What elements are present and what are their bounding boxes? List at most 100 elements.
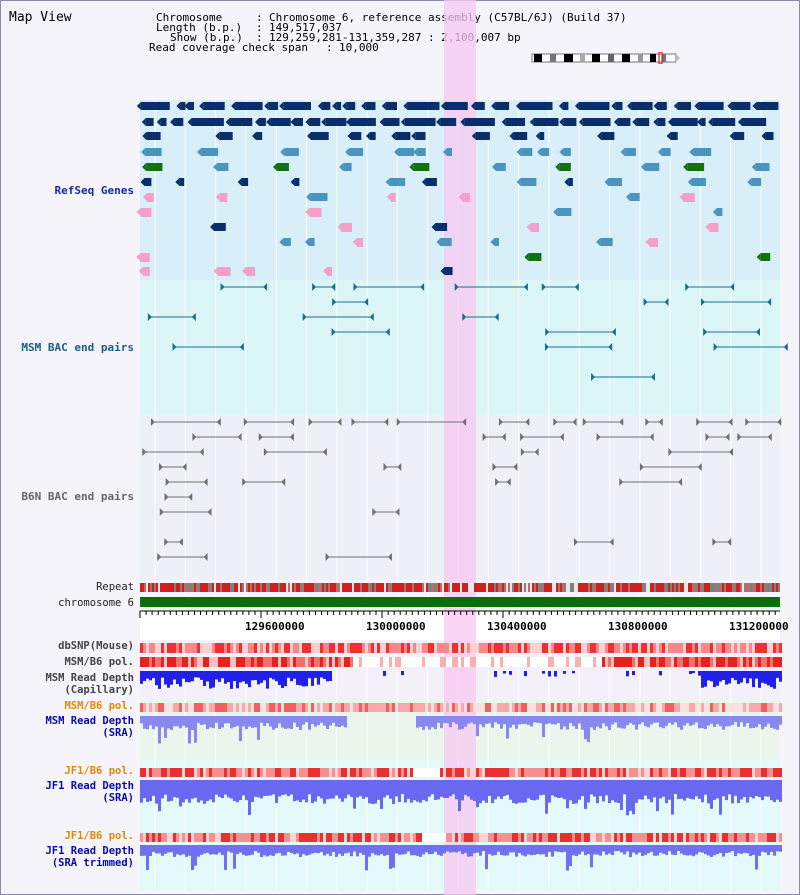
msm-pol2-cell bbox=[143, 703, 146, 712]
msm-sra-depth-bar bbox=[449, 716, 452, 728]
jf1-sra-depth-bar bbox=[461, 780, 464, 801]
msm-cap-depth-bar bbox=[167, 671, 170, 688]
jf1-pol2-cell bbox=[161, 833, 164, 842]
jf1-pol-cell bbox=[773, 768, 776, 777]
msm-pol-cell bbox=[167, 657, 170, 667]
repeat-segment bbox=[376, 583, 378, 592]
jf1-sra-depth-bar bbox=[551, 780, 554, 796]
jf1-pol-cell bbox=[215, 768, 218, 777]
msm-cap-depth-bar bbox=[320, 671, 323, 678]
jf1-pol-cell bbox=[623, 768, 626, 777]
msm-pol2-cell bbox=[266, 703, 269, 712]
bac-end bbox=[199, 448, 204, 456]
repeat-segment bbox=[702, 583, 704, 592]
jf1-pol-cell bbox=[320, 768, 323, 777]
jf1-trim-depth-bar bbox=[398, 845, 401, 855]
jf1-pol2-cell bbox=[296, 833, 299, 842]
msm-pol-cell bbox=[761, 657, 764, 667]
repeat-segment bbox=[184, 583, 186, 592]
jf1-pol-cell bbox=[698, 768, 701, 777]
repeat-segment bbox=[540, 583, 542, 592]
bac-end bbox=[525, 418, 530, 426]
chromosome-ideogram[interactable] bbox=[528, 52, 680, 64]
show-sep: : bbox=[256, 31, 263, 44]
jf1-sra-depth-bar bbox=[260, 780, 263, 799]
jf1-sra-depth-bar bbox=[641, 780, 644, 800]
dbsnp-cell bbox=[164, 643, 167, 653]
bac-end bbox=[263, 283, 268, 291]
jf1-sra-depth-bar bbox=[485, 780, 488, 803]
msm-sra-depth-bar bbox=[734, 716, 737, 723]
jf1-sra-depth-bar bbox=[230, 780, 233, 799]
dbsnp-cell bbox=[380, 643, 383, 653]
jf1-sra-depth-bar bbox=[557, 780, 560, 798]
dbsnp-cell bbox=[434, 643, 437, 653]
gene-feature bbox=[562, 102, 569, 110]
jf1-trim-depth-bar bbox=[311, 845, 314, 854]
dbsnp-cell bbox=[761, 643, 764, 653]
msm-sra-depth-bar bbox=[653, 716, 656, 723]
jf1-pol2-cell bbox=[215, 833, 218, 842]
jf1-sra-depth-bar bbox=[575, 780, 578, 804]
msm-pol-cell bbox=[530, 657, 533, 667]
msm-sra-depth-bar bbox=[740, 716, 743, 723]
gene-arrow bbox=[290, 118, 295, 126]
jf1-sra-depth-bar bbox=[614, 780, 617, 803]
gene-arrow bbox=[421, 178, 426, 186]
repeat-segment bbox=[688, 583, 690, 592]
dbsnp-cell bbox=[626, 643, 629, 653]
msm-pol-cell bbox=[179, 657, 182, 667]
repeat-segment bbox=[476, 583, 478, 592]
msm-pol2-cell bbox=[548, 703, 551, 712]
repeat-segment bbox=[482, 583, 484, 592]
msm-cap-depth-bar bbox=[554, 671, 557, 677]
repeat-segment bbox=[640, 583, 642, 592]
jf1-pol-cell bbox=[617, 768, 620, 777]
jf1-pol-cell bbox=[767, 768, 770, 777]
msm-pol2-cell bbox=[473, 703, 476, 712]
repeat-segment bbox=[150, 583, 152, 592]
gene-feature bbox=[346, 102, 356, 110]
gene-arrow bbox=[597, 132, 602, 140]
repeat-segment bbox=[302, 583, 304, 592]
jf1-pol-cell bbox=[248, 768, 251, 777]
bac-end bbox=[755, 328, 760, 336]
dbsnp-cell bbox=[593, 643, 596, 653]
jf1-trim-depth-bar bbox=[680, 845, 683, 854]
gene-arrow bbox=[142, 163, 147, 171]
length-value: 149,517,037 bbox=[269, 21, 342, 34]
gene-feature bbox=[559, 163, 571, 171]
repeat-segment bbox=[174, 583, 176, 592]
gene-feature bbox=[370, 132, 376, 140]
msm-cap-depth-bar bbox=[269, 671, 272, 678]
jf1-pol-cell bbox=[686, 768, 689, 777]
gene-feature bbox=[464, 118, 495, 126]
jf1-pol-cell bbox=[608, 768, 611, 777]
repeat-segment bbox=[300, 583, 302, 592]
bac-end bbox=[322, 448, 327, 456]
gene-arrow bbox=[346, 118, 350, 126]
jf1-sra-depth-bar bbox=[401, 780, 404, 794]
jf1-pol2-cell bbox=[674, 833, 677, 842]
jf1-sra-depth-bar bbox=[584, 780, 587, 809]
gene-feature bbox=[174, 118, 184, 126]
msm-sra-depth-bar bbox=[659, 716, 662, 728]
repeat-segment bbox=[768, 583, 770, 592]
msm-pol2-cell bbox=[656, 703, 659, 712]
gene-feature bbox=[144, 178, 152, 186]
jf1-pol2-cell bbox=[146, 833, 149, 842]
msm-sra-depth-bar bbox=[584, 716, 587, 740]
chromosome-key: Chromosome bbox=[156, 11, 223, 24]
gene-arrow bbox=[535, 132, 540, 140]
dbsnp-cell bbox=[296, 643, 299, 653]
gene-arrow bbox=[342, 102, 347, 110]
jf1-pol2-cell bbox=[485, 833, 488, 842]
msm-pol-cell bbox=[758, 657, 761, 667]
bac-end bbox=[685, 283, 690, 291]
jf1-pol-cell bbox=[725, 768, 728, 777]
msm-pol-cell bbox=[374, 657, 377, 667]
repeat-segment bbox=[742, 583, 744, 592]
dbsnp-cell bbox=[185, 643, 188, 653]
msm-pol2-cell bbox=[668, 703, 671, 712]
